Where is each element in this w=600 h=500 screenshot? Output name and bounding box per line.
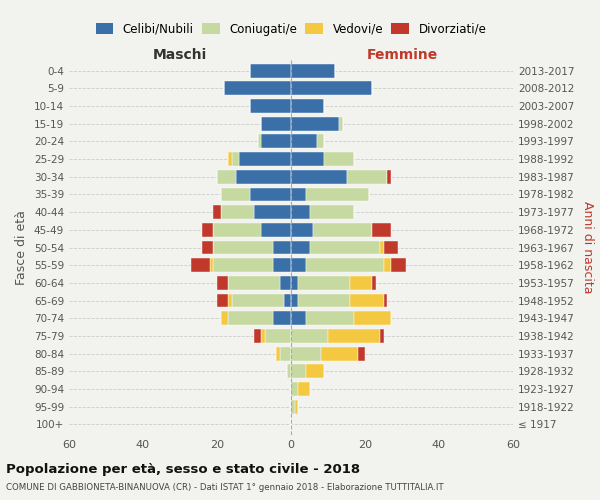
Bar [287,364,291,378]
Bar [291,276,298,290]
Text: COMUNE DI GABBIONETA-BINANUOVA (CR) - Dati ISTAT 1° gennaio 2018 - Elaborazione : COMUNE DI GABBIONETA-BINANUOVA (CR) - Da… [6,484,443,492]
Bar [217,276,228,290]
Bar [221,205,254,219]
Bar [254,205,291,219]
Bar [254,329,262,343]
Bar [339,117,343,130]
Bar [262,223,291,236]
Bar [272,240,291,254]
Bar [214,258,272,272]
Bar [262,117,291,130]
Bar [291,240,310,254]
Bar [217,294,228,308]
Bar [272,312,291,325]
Bar [214,205,221,219]
Bar [291,312,306,325]
Bar [221,188,250,202]
Bar [387,170,391,183]
Bar [291,152,325,166]
Bar [306,188,368,202]
Bar [214,240,272,254]
Bar [306,312,354,325]
Bar [224,82,291,95]
Bar [350,294,383,308]
Y-axis label: Fasce di età: Fasce di età [16,210,28,285]
Bar [291,400,295,413]
Bar [291,134,317,148]
Bar [209,258,214,272]
Bar [291,294,298,308]
Bar [380,329,383,343]
Bar [217,170,235,183]
Bar [291,82,373,95]
Bar [291,205,310,219]
Bar [291,223,313,236]
Bar [284,294,291,308]
Bar [383,240,398,254]
Bar [358,346,365,360]
Bar [328,329,380,343]
Bar [291,346,320,360]
Bar [250,64,291,78]
Bar [383,258,391,272]
Bar [306,364,325,378]
Bar [280,346,291,360]
Bar [347,170,387,183]
Bar [191,258,209,272]
Bar [202,240,214,254]
Bar [232,152,239,166]
Bar [383,294,387,308]
Bar [228,294,232,308]
Bar [391,258,406,272]
Bar [239,152,291,166]
Text: Maschi: Maschi [153,48,207,62]
Bar [291,117,339,130]
Bar [291,382,298,396]
Bar [317,134,324,148]
Bar [298,294,350,308]
Bar [306,258,383,272]
Bar [280,276,291,290]
Bar [228,312,272,325]
Bar [320,346,358,360]
Bar [291,170,347,183]
Legend: Celibi/Nubili, Coniugati/e, Vedovi/e, Divorziati/e: Celibi/Nubili, Coniugati/e, Vedovi/e, Di… [95,23,487,36]
Bar [310,240,380,254]
Bar [373,276,376,290]
Bar [232,294,284,308]
Bar [313,223,373,236]
Bar [291,188,306,202]
Y-axis label: Anni di nascita: Anni di nascita [581,201,594,294]
Bar [295,400,298,413]
Bar [325,152,354,166]
Bar [235,170,291,183]
Bar [250,99,291,113]
Bar [228,276,280,290]
Bar [214,223,262,236]
Bar [298,382,310,396]
Bar [265,329,291,343]
Bar [380,240,383,254]
Bar [354,312,391,325]
Bar [310,205,354,219]
Bar [250,188,291,202]
Bar [350,276,373,290]
Bar [291,64,335,78]
Bar [291,258,306,272]
Text: Popolazione per età, sesso e stato civile - 2018: Popolazione per età, sesso e stato civil… [6,462,360,475]
Bar [373,223,391,236]
Bar [228,152,232,166]
Text: Femmine: Femmine [367,48,437,62]
Bar [291,329,328,343]
Bar [272,258,291,272]
Bar [221,312,228,325]
Bar [262,134,291,148]
Bar [258,134,262,148]
Bar [291,364,306,378]
Bar [276,346,280,360]
Bar [202,223,214,236]
Bar [291,99,325,113]
Bar [262,329,265,343]
Bar [298,276,350,290]
